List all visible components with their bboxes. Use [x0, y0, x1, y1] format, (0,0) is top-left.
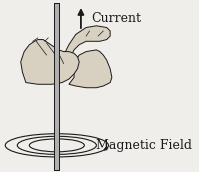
- Bar: [55, 3, 59, 170]
- Text: Magnetic Field: Magnetic Field: [96, 139, 192, 152]
- Polygon shape: [69, 50, 112, 88]
- Text: Current: Current: [91, 12, 141, 25]
- Bar: [55, 3, 59, 170]
- Polygon shape: [21, 40, 79, 84]
- Polygon shape: [65, 26, 110, 55]
